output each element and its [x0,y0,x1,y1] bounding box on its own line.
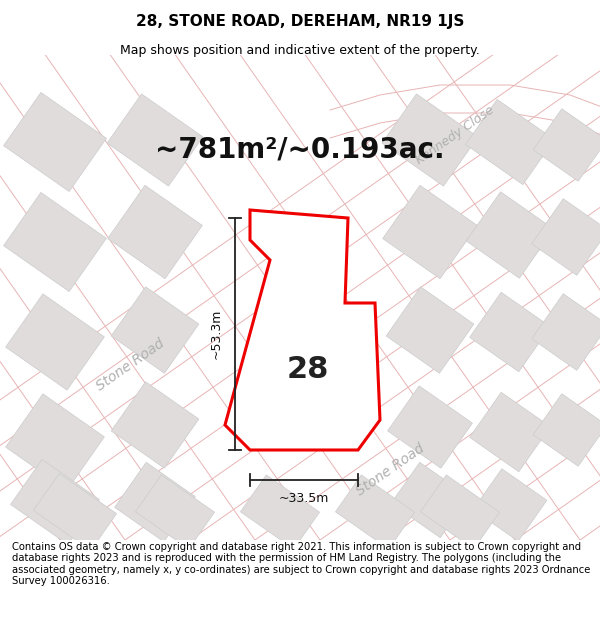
Polygon shape [532,199,600,275]
Polygon shape [532,294,600,370]
Polygon shape [4,92,106,192]
Polygon shape [391,462,469,538]
Polygon shape [335,475,415,549]
Polygon shape [533,394,600,466]
Polygon shape [421,475,500,549]
Polygon shape [34,474,116,551]
Polygon shape [107,94,203,186]
Text: Stone Road: Stone Road [94,336,167,394]
Polygon shape [225,210,380,450]
Polygon shape [382,94,478,186]
Text: Stone Road: Stone Road [353,441,427,499]
Polygon shape [5,394,104,490]
Polygon shape [383,185,478,279]
Polygon shape [11,459,100,544]
Polygon shape [241,475,320,549]
Polygon shape [466,99,554,184]
Polygon shape [111,287,199,373]
Text: Map shows position and indicative extent of the property.: Map shows position and indicative extent… [120,44,480,57]
Polygon shape [533,109,600,181]
Polygon shape [386,287,474,373]
Polygon shape [470,392,550,472]
Polygon shape [115,462,196,542]
Polygon shape [473,469,547,541]
Polygon shape [5,294,104,390]
Polygon shape [107,185,202,279]
Polygon shape [4,192,106,292]
Text: 28, STONE ROAD, DEREHAM, NR19 1JS: 28, STONE ROAD, DEREHAM, NR19 1JS [136,14,464,29]
Text: Contains OS data © Crown copyright and database right 2021. This information is : Contains OS data © Crown copyright and d… [12,542,590,586]
Text: Kennedy Close: Kennedy Close [413,103,497,167]
Text: ~781m²/~0.193ac.: ~781m²/~0.193ac. [155,136,445,164]
Polygon shape [466,192,554,278]
Polygon shape [111,382,199,468]
Polygon shape [388,386,472,468]
Polygon shape [470,292,550,372]
Text: ~53.3m: ~53.3m [210,309,223,359]
Text: 28: 28 [287,356,329,384]
Polygon shape [136,475,215,549]
Text: ~33.5m: ~33.5m [279,492,329,505]
